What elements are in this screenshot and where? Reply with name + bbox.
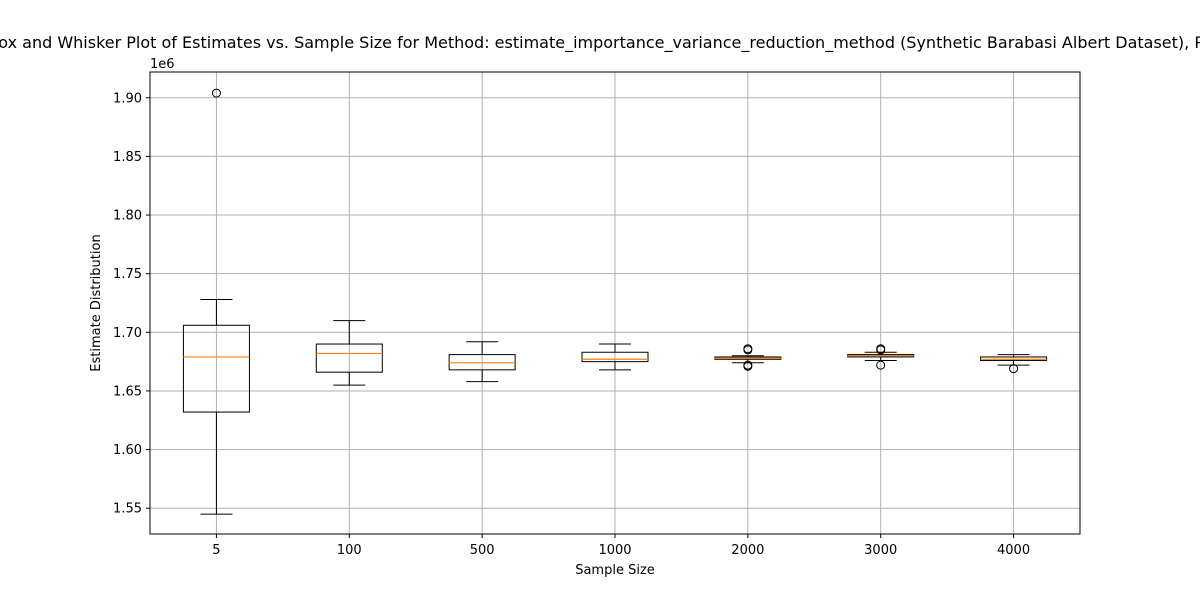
outlier-point xyxy=(1009,364,1019,374)
y-tick-label: 1.60 xyxy=(113,443,142,458)
iqr-box xyxy=(315,343,383,373)
y-tick-label: 1.75 xyxy=(113,267,142,282)
outlier-point xyxy=(876,360,886,370)
x-tick-label: 3000 xyxy=(864,543,897,558)
box-group xyxy=(714,344,782,371)
x-tick-label: 100 xyxy=(337,543,362,558)
iqr-box xyxy=(182,324,250,413)
y-tick-label: 1.85 xyxy=(113,150,142,165)
box-group xyxy=(448,341,516,383)
box-group xyxy=(847,344,915,370)
outlier-point xyxy=(743,344,753,354)
y-tick-label: 1.55 xyxy=(113,502,142,517)
y-tick-label: 1.70 xyxy=(113,326,142,341)
box-group xyxy=(182,88,250,515)
y-offset-label: 1e6 xyxy=(150,57,175,72)
outlier-point xyxy=(211,88,221,98)
chart-title: Box and Whisker Plot of Estimates vs. Sa… xyxy=(0,33,1200,53)
y-axis-label: Estimate Distribution xyxy=(89,234,104,371)
x-axis-label: Sample Size xyxy=(575,563,655,578)
grid-layer xyxy=(150,72,1080,534)
axes-layer: 1.55 1.60 1.65 1.70 1.75 1.80 1.85 1.90 5 100 500 1… xyxy=(113,91,1030,558)
iqr-box xyxy=(581,351,649,363)
outlier-point xyxy=(876,344,886,354)
x-tick-label: 2000 xyxy=(731,543,764,558)
outlier-point xyxy=(743,360,753,370)
x-tick-label: 4000 xyxy=(997,543,1030,558)
y-tick-label: 1.80 xyxy=(113,209,142,224)
y-tick-label: 1.65 xyxy=(113,384,142,399)
y-tick-label: 1.90 xyxy=(113,91,142,106)
box-group xyxy=(315,320,383,386)
x-tick-label: 1000 xyxy=(598,543,631,558)
boxes-layer xyxy=(182,88,1048,515)
box-group xyxy=(980,354,1048,374)
x-tick-label: 500 xyxy=(470,543,495,558)
x-tick-label: 5 xyxy=(212,543,220,558)
box-group xyxy=(581,343,649,371)
